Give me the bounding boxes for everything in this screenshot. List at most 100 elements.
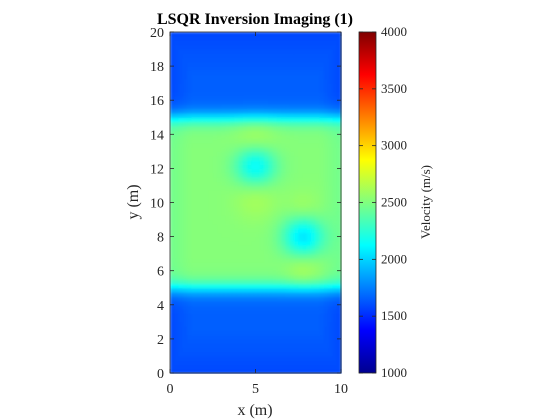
heatmap-cell [217,117,222,123]
heatmap-cell [191,223,197,229]
heatmap-cell [315,91,321,97]
heatmap-cell [195,181,201,187]
heatmap-cell [332,211,338,216]
heatmap-cell [281,66,287,71]
heatmap-cell [212,206,218,212]
heatmap-cell [187,147,192,152]
heatmap-cell [174,44,180,50]
heatmap-cell [204,142,210,148]
heatmap-cell [319,49,325,54]
heatmap-cell [251,279,257,285]
heatmap-cell [208,164,214,169]
heatmap-cell [208,257,214,263]
heatmap-cell [174,257,180,263]
heatmap-cell [293,100,299,106]
heatmap-cell [319,330,325,336]
heatmap-cell [221,78,227,84]
heatmap-cell [255,262,261,268]
heatmap-cell [221,326,227,331]
heatmap-cell [204,147,210,152]
heatmap-cell [170,262,175,268]
heatmap-cell [311,49,316,54]
heatmap-cell [315,309,321,314]
heatmap-cell [191,313,197,319]
heatmap-cell [298,283,304,289]
heatmap-cell [264,40,269,46]
heatmap-cell [268,117,274,123]
heatmap-cell [170,240,175,246]
heatmap-cell [174,181,180,187]
heatmap-cell [264,147,269,152]
heatmap-cell [178,304,184,310]
heatmap-cell [208,236,214,242]
heatmap-cell [298,147,304,152]
heatmap-cell [306,266,312,272]
heatmap-cell [246,74,252,80]
heatmap-cell [225,74,231,80]
heatmap-cell [293,134,299,140]
heatmap-cell [259,130,265,135]
heatmap-cell [276,108,282,114]
colorbar-label: Velocity (m/s) [418,165,433,239]
heatmap-cell [311,108,316,114]
heatmap-cell [272,78,278,84]
heatmap-cell [255,108,261,114]
heatmap-cell [221,313,227,319]
heatmap-cell [281,283,287,289]
heatmap-cell [268,313,274,319]
heatmap-cell [281,321,287,327]
heatmap-cell [272,304,278,310]
heatmap-cell [328,57,334,63]
heatmap-cell [276,313,282,319]
heatmap-cell [302,270,308,276]
heatmap-cell [204,338,210,344]
heatmap-cell [242,313,248,319]
heatmap-cell [195,49,201,54]
heatmap-cell [217,249,222,255]
heatmap-cell [332,112,338,118]
heatmap-cell [174,155,180,161]
heatmap-cell [229,176,235,182]
heatmap-cell [259,70,265,76]
heatmap-cell [178,32,184,37]
heatmap-cell [332,317,338,323]
heatmap-cell [187,70,192,76]
heatmap-cell [328,91,334,97]
heatmap-cell [242,83,248,89]
heatmap-cell [187,87,192,93]
heatmap-cell [332,176,338,182]
heatmap-cell [281,112,287,118]
heatmap-cell [298,91,304,97]
heatmap-cell [229,70,235,76]
heatmap-cell [187,279,192,285]
heatmap-cell [212,91,218,97]
heatmap-cell [306,317,312,323]
heatmap-cell [264,211,269,216]
heatmap-cell [255,189,261,195]
heatmap-cell [174,189,180,195]
heatmap-cell [238,44,244,50]
heatmap-cell [251,83,257,89]
heatmap-cell [272,53,278,59]
heatmap-cell [182,215,188,221]
heatmap-cell [182,61,188,67]
heatmap-cell [212,66,218,71]
heatmap-cell [170,296,175,302]
heatmap-cell [182,108,188,114]
heatmap-cell [285,257,291,263]
heatmap-cell [315,66,321,71]
heatmap-cell [178,219,184,225]
heatmap-cell [328,343,334,349]
heatmap-cell [234,300,240,306]
heatmap-cell [281,193,287,199]
heatmap-cell [272,215,278,221]
heatmap-cell [238,87,244,93]
heatmap-cell [332,245,338,250]
heatmap-cell [293,78,299,84]
heatmap-cell [204,70,210,76]
heatmap-cell [199,53,205,59]
heatmap-cell [242,91,248,97]
heatmap-cell [187,223,192,229]
heatmap-cell [191,189,197,195]
heatmap-cell [323,53,329,59]
